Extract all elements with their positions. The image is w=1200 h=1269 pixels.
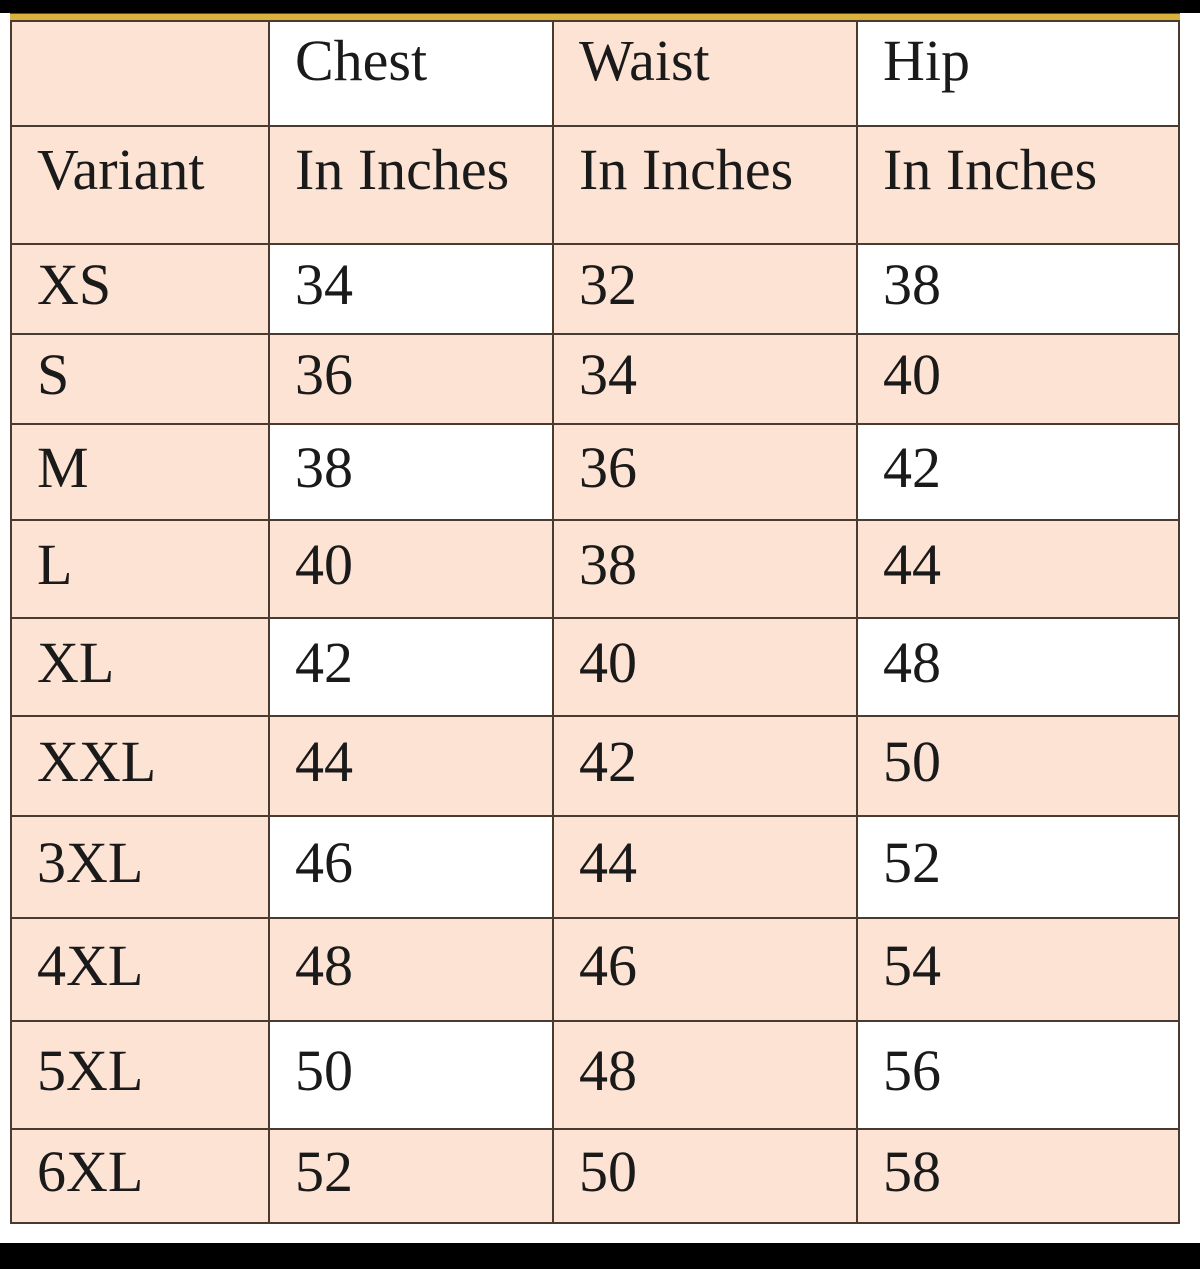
cell-waist: 32 [552,243,858,335]
cell-waist: 36 [552,423,858,521]
cell-variant: L [10,519,270,619]
cell-chest: 38 [268,423,554,521]
cell-hip: 44 [856,519,1180,619]
cell-hip: 40 [856,333,1180,425]
cell-hip: 38 [856,243,1180,335]
cell-variant: XXL [10,715,270,817]
header-row: Chest Waist Hip [10,20,1180,127]
cell-variant: XL [10,617,270,717]
cell-chest: 34 [268,243,554,335]
cell-variant: 6XL [10,1128,270,1224]
table-row: 3XL 46 44 52 [10,815,1180,919]
table-row: 4XL 48 46 54 [10,917,1180,1022]
table-row: M 38 36 42 [10,423,1180,521]
cell-variant: 3XL [10,815,270,919]
header-cell-waist: In Inches [552,125,858,245]
cell-hip: 48 [856,617,1180,717]
cell-waist: 44 [552,815,858,919]
header-cell-hip: In Inches [856,125,1180,245]
cell-hip: 54 [856,917,1180,1022]
table-row: L 40 38 44 [10,519,1180,619]
cell-hip: 52 [856,815,1180,919]
header-cell-hip: Hip [856,20,1180,127]
table-row: S 36 34 40 [10,333,1180,425]
header-cell-variant: Variant [10,125,270,245]
cell-chest: 40 [268,519,554,619]
cell-waist: 48 [552,1020,858,1130]
header-cell-variant [10,20,270,127]
cell-hip: 58 [856,1128,1180,1224]
cell-chest: 52 [268,1128,554,1224]
cell-chest: 48 [268,917,554,1022]
cell-variant: XS [10,243,270,335]
cell-waist: 42 [552,715,858,817]
size-chart-table: Chest Waist Hip Variant In Inches In Inches In… [10,20,1180,1224]
cell-chest: 44 [268,715,554,817]
header-cell-chest: In Inches [268,125,554,245]
cell-hip: 56 [856,1020,1180,1130]
cell-chest: 36 [268,333,554,425]
cell-variant: 5XL [10,1020,270,1130]
cell-chest: 42 [268,617,554,717]
cell-variant: S [10,333,270,425]
cell-variant: M [10,423,270,521]
cell-chest: 46 [268,815,554,919]
top-gold-border [10,13,1180,20]
table-row: 5XL 50 48 56 [10,1020,1180,1130]
header-cell-chest: Chest [268,20,554,127]
cell-hip: 50 [856,715,1180,817]
cell-waist: 50 [552,1128,858,1224]
cell-chest: 50 [268,1020,554,1130]
cell-waist: 38 [552,519,858,619]
header-cell-waist: Waist [552,20,858,127]
top-black-bar [0,0,1200,13]
table-row: XXL 44 42 50 [10,715,1180,817]
bottom-black-bar [0,1243,1200,1269]
table-row: XS 34 32 38 [10,243,1180,335]
table-row: 6XL 52 50 58 [10,1128,1180,1224]
table-row: XL 42 40 48 [10,617,1180,717]
cell-waist: 46 [552,917,858,1022]
cell-variant: 4XL [10,917,270,1022]
cell-waist: 40 [552,617,858,717]
cell-hip: 42 [856,423,1180,521]
header-row: Variant In Inches In Inches In Inches [10,125,1180,245]
cell-waist: 34 [552,333,858,425]
